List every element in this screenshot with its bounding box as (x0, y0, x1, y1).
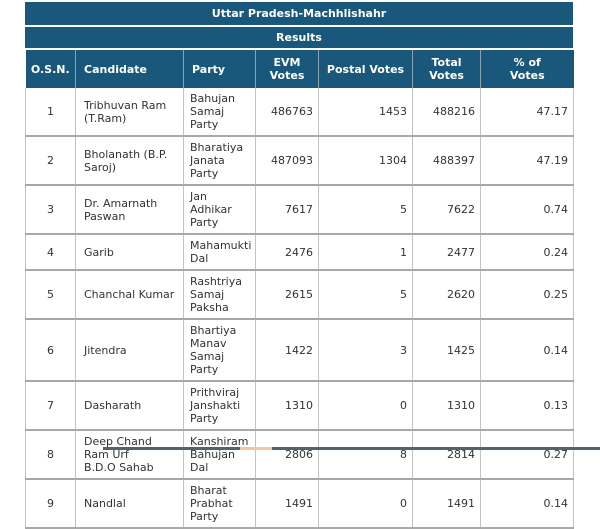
cell-evm-votes: 2476 (255, 233, 319, 271)
table-row: 7 Dasharath Prithviraj Janshakti Party 1… (25, 380, 574, 431)
cell-candidate: Garib (75, 233, 184, 271)
cell-evm-votes: 2806 (255, 429, 319, 480)
cell-postal-votes: 0 (318, 478, 413, 529)
cell-osn: 2 (25, 135, 76, 186)
cell-pct-votes: 0.27 (480, 429, 574, 480)
table-row: 6 Jitendra Bhartiya Manav Samaj Party 14… (25, 318, 574, 382)
cell-postal-votes: 0 (318, 380, 413, 431)
cell-party: Jan Adhikar Party (183, 184, 256, 235)
cell-party: Bahujan Samaj Party (183, 88, 256, 137)
table-row: 3 Dr. Amarnath Paswan Jan Adhikar Party … (25, 184, 574, 235)
column-header-pct-votes: % of Votes (480, 50, 574, 88)
cell-evm-votes: 1491 (255, 478, 319, 529)
constituency-title-bar: Uttar Pradesh-Machhlishahr (25, 2, 573, 25)
cell-osn: 9 (25, 478, 76, 529)
cell-postal-votes: 1304 (318, 135, 413, 186)
cell-evm-votes: 1422 (255, 318, 319, 382)
cell-postal-votes: 1 (318, 233, 413, 271)
cutoff-bottom-bar (103, 447, 600, 450)
cell-osn: 3 (25, 184, 76, 235)
cell-party: Kanshiram Bahujan Dal (183, 429, 256, 480)
cell-total-votes: 2620 (412, 269, 481, 320)
results-table-body: 1 Tribhuvan Ram (T.Ram) Bahujan Samaj Pa… (25, 88, 574, 529)
cell-pct-votes: 0.74 (480, 184, 574, 235)
cell-pct-votes: 0.24 (480, 233, 574, 271)
results-bar: Results (25, 27, 573, 48)
cell-osn: 6 (25, 318, 76, 382)
cell-pct-votes: 0.14 (480, 318, 574, 382)
cell-pct-votes: 0.14 (480, 478, 574, 529)
column-header-total-votes: Total Votes (412, 50, 481, 88)
cell-evm-votes: 2615 (255, 269, 319, 320)
table-row: 9 Nandlal Bharat Prabhat Party 1491 0 14… (25, 478, 574, 529)
column-header-candidate: Candidate (75, 50, 184, 88)
column-header-evm-votes: EVM Votes (255, 50, 319, 88)
results-panel: Uttar Pradesh-Machhlishahr Results O.S.N… (25, 2, 574, 529)
cell-evm-votes: 486763 (255, 88, 319, 137)
table-row: 1 Tribhuvan Ram (T.Ram) Bahujan Samaj Pa… (25, 88, 574, 137)
cell-postal-votes: 3 (318, 318, 413, 382)
column-header-party: Party (183, 50, 256, 88)
cell-party: Bharat Prabhat Party (183, 478, 256, 529)
results-table-header: O.S.N. Candidate Party EVM Votes Postal … (25, 50, 574, 88)
cell-party: Prithviraj Janshakti Party (183, 380, 256, 431)
results-table: O.S.N. Candidate Party EVM Votes Postal … (25, 50, 574, 529)
cell-candidate: Chanchal Kumar (75, 269, 184, 320)
cutoff-bottom-bar-highlight (240, 447, 272, 450)
cell-total-votes: 2814 (412, 429, 481, 480)
column-header-osn: O.S.N. (25, 50, 76, 88)
cell-candidate: Jitendra (75, 318, 184, 382)
column-header-postal-votes: Postal Votes (318, 50, 413, 88)
cell-party: Mahamukti Dal (183, 233, 256, 271)
cell-total-votes: 1310 (412, 380, 481, 431)
cell-pct-votes: 47.19 (480, 135, 574, 186)
cell-party: Rashtriya Samaj Paksha (183, 269, 256, 320)
cell-party: Bharatiya Janata Party (183, 135, 256, 186)
cell-postal-votes: 5 (318, 184, 413, 235)
cell-total-votes: 488397 (412, 135, 481, 186)
cell-osn: 4 (25, 233, 76, 271)
cell-osn: 1 (25, 88, 76, 137)
constituency-title: Uttar Pradesh-Machhlishahr (211, 7, 387, 20)
cell-osn: 5 (25, 269, 76, 320)
table-row: 8 Deep Chand Ram Urf B.D.O Sahab Kanshir… (25, 429, 574, 480)
cell-postal-votes: 8 (318, 429, 413, 480)
cell-candidate: Dasharath (75, 380, 184, 431)
cell-candidate: Bholanath (B.P. Saroj) (75, 135, 184, 186)
cell-postal-votes: 5 (318, 269, 413, 320)
cell-party: Bhartiya Manav Samaj Party (183, 318, 256, 382)
cell-postal-votes: 1453 (318, 88, 413, 137)
cell-osn: 8 (25, 429, 76, 480)
table-row: 2 Bholanath (B.P. Saroj) Bharatiya Janat… (25, 135, 574, 186)
cell-evm-votes: 487093 (255, 135, 319, 186)
cell-total-votes: 1491 (412, 478, 481, 529)
table-row: 5 Chanchal Kumar Rashtriya Samaj Paksha … (25, 269, 574, 320)
table-row: 4 Garib Mahamukti Dal 2476 1 2477 0.24 (25, 233, 574, 271)
cell-candidate: Dr. Amarnath Paswan (75, 184, 184, 235)
cell-pct-votes: 0.13 (480, 380, 574, 431)
cell-candidate: Deep Chand Ram Urf B.D.O Sahab (75, 429, 184, 480)
cell-osn: 7 (25, 380, 76, 431)
cell-candidate: Tribhuvan Ram (T.Ram) (75, 88, 184, 137)
cell-total-votes: 1425 (412, 318, 481, 382)
cell-total-votes: 7622 (412, 184, 481, 235)
cell-pct-votes: 0.25 (480, 269, 574, 320)
cell-candidate: Nandlal (75, 478, 184, 529)
cell-pct-votes: 47.17 (480, 88, 574, 137)
cell-evm-votes: 7617 (255, 184, 319, 235)
cell-total-votes: 488216 (412, 88, 481, 137)
results-label: Results (276, 31, 322, 44)
cell-evm-votes: 1310 (255, 380, 319, 431)
cell-total-votes: 2477 (412, 233, 481, 271)
